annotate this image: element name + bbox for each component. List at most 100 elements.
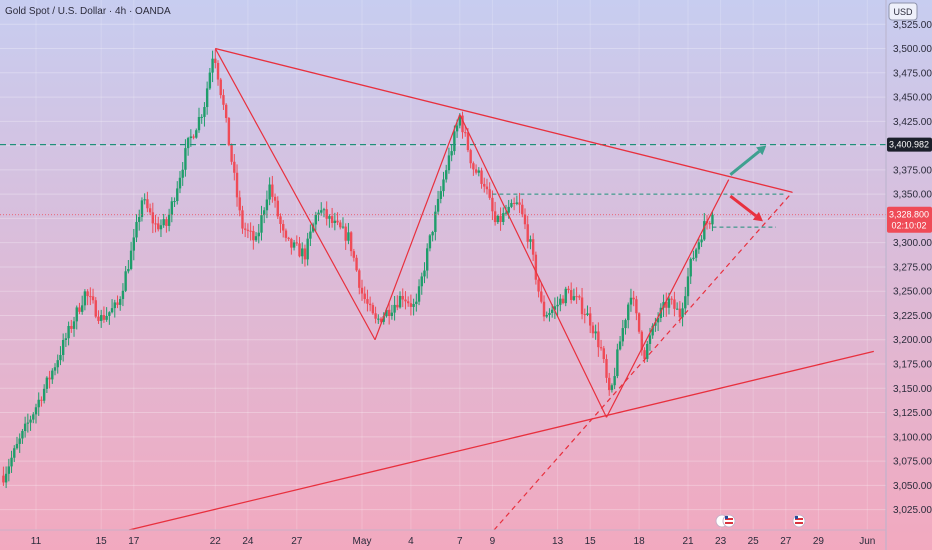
candle [257,223,260,244]
x-tick-label: 11 [31,536,42,547]
bearish-arrow[interactable] [729,194,763,222]
candle [330,207,334,228]
triangle-upper-trendline[interactable] [215,47,793,193]
candle [4,466,8,489]
triangle-lower-trendline[interactable] [128,350,874,531]
time-axis[interactable]: 11 15 17 22 24 27 May 4 7 9 13 15 18 21 23 25 27 29 Jun [31,536,876,547]
candle [569,282,573,304]
candle [637,312,641,334]
candle [205,81,209,115]
candle [597,322,600,357]
candle [42,384,46,404]
candle [306,232,309,266]
x-tick-label: 4 [408,536,414,547]
candle [238,190,241,217]
candle [426,243,429,279]
candle [189,129,193,147]
candle [412,298,415,316]
candle [583,308,586,324]
candle [336,212,339,226]
candle [531,233,535,262]
candle [64,332,68,347]
candle [292,239,296,251]
economic-event-flag-icon[interactable] [792,514,806,528]
candle [646,340,649,363]
zigzag-leg[interactable] [605,179,730,418]
candle [151,202,155,234]
candle [485,178,489,195]
zigzag-leg[interactable] [214,48,376,341]
economic-event-flags-icon[interactable] [715,514,736,528]
candle [629,288,633,312]
candle [339,220,342,230]
x-tick-label: 9 [490,536,496,547]
candle [333,212,337,231]
candle [360,279,364,301]
candle [382,312,385,325]
candle [523,208,527,230]
candle [53,363,57,376]
candle [86,289,89,306]
candle [377,314,380,324]
candle [273,193,277,208]
y-tick-label: 3,150.000 [893,384,932,395]
zigzag-leg[interactable] [459,114,608,418]
candle [252,225,255,250]
candle [510,199,513,209]
candle [493,201,497,226]
candle [254,232,258,242]
x-tick-label: 13 [552,536,564,547]
candle [368,296,372,312]
candle [477,167,481,177]
candle [542,295,546,322]
candle [184,139,187,177]
candle [673,291,676,317]
candle [526,215,529,249]
candle [178,171,182,194]
candle [665,292,668,317]
candle [447,147,451,174]
y-tick-label: 3,350.000 [893,190,932,201]
candle [613,367,616,390]
candle [545,311,548,319]
x-tick-label: 18 [634,536,646,547]
candle [417,279,421,306]
candle [694,247,698,262]
candle [116,295,119,309]
candle [670,296,673,305]
zigzag-leg[interactable] [374,114,461,340]
candle [72,316,76,337]
y-tick-label: 3,175.000 [893,360,932,371]
candle [224,103,228,123]
price-axis[interactable]: 3,025.000 3,050.000 3,075.000 3,100.000 3,12… [893,20,932,516]
x-tick-label: 29 [813,536,825,547]
candle [113,299,116,318]
candle [67,321,70,346]
candle [616,343,619,379]
bullish-arrow[interactable] [729,145,767,176]
candle [208,67,212,90]
candle [162,213,165,228]
candle [355,254,358,272]
candle [29,415,32,431]
candle [572,288,576,302]
y-tick-label: 3,100.000 [893,432,932,443]
candle [301,242,304,264]
candle [686,267,690,306]
candle [474,164,478,175]
candle [243,222,247,238]
candle [423,262,426,284]
candle [586,305,589,317]
candle [70,319,73,333]
candle [56,354,59,374]
candle [165,216,168,233]
dashed-support-line[interactable] [493,191,793,531]
candle [512,197,516,211]
candle [521,198,524,218]
currency-selector[interactable]: USD [888,2,918,21]
candle [197,107,201,133]
drawing-annotations[interactable] [0,47,886,531]
candle [488,182,491,200]
